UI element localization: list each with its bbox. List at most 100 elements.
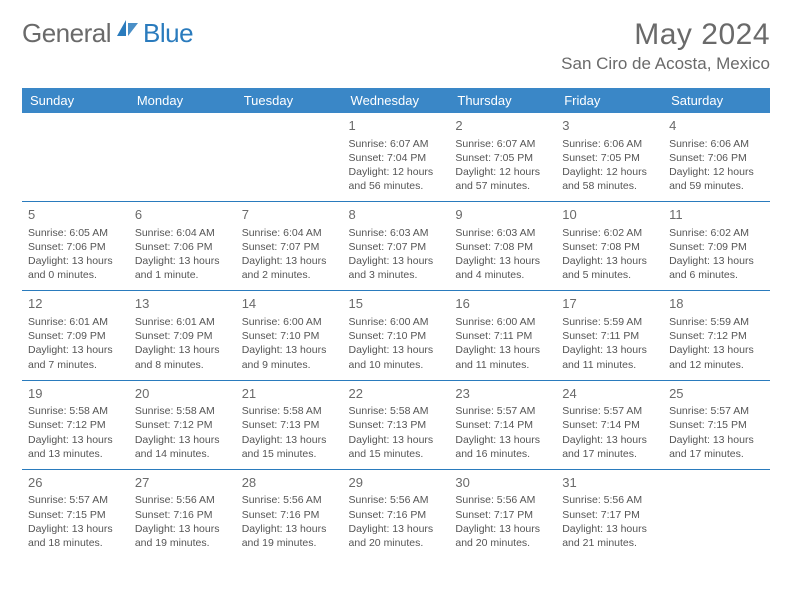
calendar-cell: 20Sunrise: 5:58 AMSunset: 7:12 PMDayligh… (129, 380, 236, 469)
daylight-line: Daylight: 12 hours and 58 minutes. (562, 165, 657, 193)
day-number: 2 (455, 117, 550, 135)
sunrise-line: Sunrise: 6:00 AM (349, 315, 444, 329)
day-number: 1 (349, 117, 444, 135)
daylight-line: Daylight: 13 hours and 8 minutes. (135, 343, 230, 371)
calendar-cell (663, 469, 770, 558)
weekday-header: Tuesday (236, 88, 343, 113)
day-number: 25 (669, 385, 764, 403)
calendar-page: General Blue May 2024 San Ciro de Acosta… (0, 0, 792, 576)
day-number: 6 (135, 206, 230, 224)
daylight-line: Daylight: 12 hours and 59 minutes. (669, 165, 764, 193)
sunset-line: Sunset: 7:14 PM (455, 418, 550, 432)
sunrise-line: Sunrise: 5:57 AM (669, 404, 764, 418)
sunrise-line: Sunrise: 5:56 AM (349, 493, 444, 507)
day-number: 26 (28, 474, 123, 492)
day-number: 12 (28, 295, 123, 313)
sail-icon (113, 18, 141, 49)
sunrise-line: Sunrise: 5:57 AM (28, 493, 123, 507)
sunrise-line: Sunrise: 6:02 AM (669, 226, 764, 240)
sunrise-line: Sunrise: 5:56 AM (135, 493, 230, 507)
calendar-cell: 26Sunrise: 5:57 AMSunset: 7:15 PMDayligh… (22, 469, 129, 558)
sunset-line: Sunset: 7:09 PM (135, 329, 230, 343)
sunrise-line: Sunrise: 6:02 AM (562, 226, 657, 240)
sunset-line: Sunset: 7:13 PM (242, 418, 337, 432)
sunset-line: Sunset: 7:16 PM (135, 508, 230, 522)
sunrise-line: Sunrise: 5:59 AM (669, 315, 764, 329)
daylight-line: Daylight: 13 hours and 14 minutes. (135, 433, 230, 461)
sunrise-line: Sunrise: 5:56 AM (242, 493, 337, 507)
daylight-line: Daylight: 13 hours and 1 minute. (135, 254, 230, 282)
brand-logo: General Blue (22, 18, 193, 49)
month-year: May 2024 (561, 18, 770, 52)
sunset-line: Sunset: 7:10 PM (242, 329, 337, 343)
sunrise-line: Sunrise: 5:58 AM (349, 404, 444, 418)
daylight-line: Daylight: 13 hours and 3 minutes. (349, 254, 444, 282)
weekday-header: Wednesday (343, 88, 450, 113)
calendar-cell: 18Sunrise: 5:59 AMSunset: 7:12 PMDayligh… (663, 291, 770, 380)
day-number: 5 (28, 206, 123, 224)
calendar-cell: 29Sunrise: 5:56 AMSunset: 7:16 PMDayligh… (343, 469, 450, 558)
day-number: 14 (242, 295, 337, 313)
daylight-line: Daylight: 13 hours and 19 minutes. (242, 522, 337, 550)
calendar-cell: 30Sunrise: 5:56 AMSunset: 7:17 PMDayligh… (449, 469, 556, 558)
sunset-line: Sunset: 7:15 PM (28, 508, 123, 522)
header: General Blue May 2024 San Ciro de Acosta… (22, 18, 770, 74)
sunset-line: Sunset: 7:07 PM (349, 240, 444, 254)
daylight-line: Daylight: 13 hours and 9 minutes. (242, 343, 337, 371)
calendar-cell (236, 113, 343, 202)
sunrise-line: Sunrise: 6:00 AM (242, 315, 337, 329)
weekday-header: Sunday (22, 88, 129, 113)
calendar-cell: 31Sunrise: 5:56 AMSunset: 7:17 PMDayligh… (556, 469, 663, 558)
sunset-line: Sunset: 7:06 PM (135, 240, 230, 254)
sunset-line: Sunset: 7:09 PM (669, 240, 764, 254)
brand-part2: Blue (143, 18, 193, 49)
daylight-line: Daylight: 13 hours and 11 minutes. (455, 343, 550, 371)
daylight-line: Daylight: 13 hours and 21 minutes. (562, 522, 657, 550)
sunrise-line: Sunrise: 5:58 AM (242, 404, 337, 418)
day-number: 21 (242, 385, 337, 403)
sunrise-line: Sunrise: 6:06 AM (562, 137, 657, 151)
day-number: 19 (28, 385, 123, 403)
daylight-line: Daylight: 13 hours and 17 minutes. (562, 433, 657, 461)
weekday-header: Monday (129, 88, 236, 113)
calendar-cell: 6Sunrise: 6:04 AMSunset: 7:06 PMDaylight… (129, 202, 236, 291)
calendar-cell (129, 113, 236, 202)
day-number: 7 (242, 206, 337, 224)
calendar-cell (22, 113, 129, 202)
daylight-line: Daylight: 13 hours and 19 minutes. (135, 522, 230, 550)
calendar-cell: 3 Sunrise: 6:06 AMSunset: 7:05 PMDaylight… (556, 113, 663, 202)
daylight-line: Daylight: 13 hours and 15 minutes. (349, 433, 444, 461)
daylight-line: Daylight: 13 hours and 11 minutes. (562, 343, 657, 371)
sunset-line: Sunset: 7:11 PM (455, 329, 550, 343)
sunset-line: Sunset: 7:17 PM (455, 508, 550, 522)
sunset-line: Sunset: 7:12 PM (28, 418, 123, 432)
calendar-cell: 10Sunrise: 6:02 AMSunset: 7:08 PMDayligh… (556, 202, 663, 291)
daylight-line: Daylight: 13 hours and 20 minutes. (455, 522, 550, 550)
sunrise-line: Sunrise: 6:03 AM (455, 226, 550, 240)
day-number: 4 (669, 117, 764, 135)
day-number: 16 (455, 295, 550, 313)
sunset-line: Sunset: 7:14 PM (562, 418, 657, 432)
brand-part1: General (22, 18, 111, 49)
sunset-line: Sunset: 7:12 PM (669, 329, 764, 343)
daylight-line: Daylight: 13 hours and 0 minutes. (28, 254, 123, 282)
calendar-cell: 2Sunrise: 6:07 AMSunset: 7:05 PMDaylight… (449, 113, 556, 202)
daylight-line: Daylight: 13 hours and 18 minutes. (28, 522, 123, 550)
daylight-line: Daylight: 13 hours and 20 minutes. (349, 522, 444, 550)
sunrise-line: Sunrise: 5:56 AM (455, 493, 550, 507)
day-number: 3 (562, 117, 657, 135)
sunrise-line: Sunrise: 6:03 AM (349, 226, 444, 240)
day-number: 31 (562, 474, 657, 492)
calendar-cell: 17Sunrise: 5:59 AMSunset: 7:11 PMDayligh… (556, 291, 663, 380)
sunset-line: Sunset: 7:05 PM (562, 151, 657, 165)
calendar-cell: 19Sunrise: 5:58 AMSunset: 7:12 PMDayligh… (22, 380, 129, 469)
sunrise-line: Sunrise: 5:56 AM (562, 493, 657, 507)
calendar-table: SundayMondayTuesdayWednesdayThursdayFrid… (22, 88, 770, 558)
sunset-line: Sunset: 7:08 PM (562, 240, 657, 254)
day-number: 15 (349, 295, 444, 313)
calendar-cell: 27Sunrise: 5:56 AMSunset: 7:16 PMDayligh… (129, 469, 236, 558)
sunrise-line: Sunrise: 6:06 AM (669, 137, 764, 151)
daylight-line: Daylight: 13 hours and 7 minutes. (28, 343, 123, 371)
weekday-header: Friday (556, 88, 663, 113)
daylight-line: Daylight: 13 hours and 2 minutes. (242, 254, 337, 282)
